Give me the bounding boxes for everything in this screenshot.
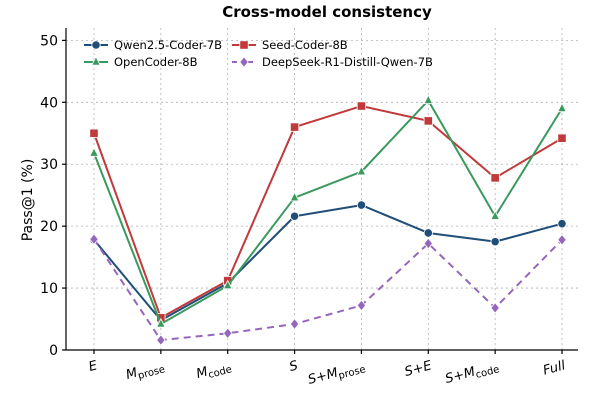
x-tick-label: E [87, 358, 100, 375]
data-point [423, 228, 433, 238]
chart-title: Cross-model consistency [222, 3, 432, 21]
y-tick-label: 10 [40, 281, 58, 297]
legend-entry: Qwen2.5-Coder-7B [84, 38, 222, 52]
legend-marker [239, 56, 249, 68]
data-point [557, 233, 567, 246]
data-point [89, 233, 99, 245]
data-point [289, 191, 300, 202]
x-tick-label: Full [541, 358, 567, 378]
legend-entry: DeepSeek-R1-Distill-Qwen-7B [232, 55, 433, 69]
grid-lines [66, 28, 578, 350]
series-deepseek-r1-distill-qwen-7b [89, 233, 567, 346]
data-point [223, 327, 233, 340]
legend-entry: Seed-Coder-8B [232, 38, 348, 52]
series-line [93, 99, 563, 325]
series-line [93, 238, 563, 342]
legend-label: Seed-Coder-8B [262, 38, 348, 52]
axes: 0 10 20 30 40 50 E Mprose Mcode S S+Mprose S+E S+Mco… [40, 28, 578, 389]
x-tick-label: S+E [403, 358, 434, 380]
data-point [222, 279, 233, 290]
y-tick-label: 50 [40, 33, 58, 49]
series-line [93, 105, 563, 319]
data-point [356, 200, 367, 210]
series-opencoder-8b [89, 94, 567, 328]
series-layer [89, 94, 567, 346]
data-point [490, 210, 500, 220]
data-point [423, 94, 434, 105]
x-tick-label: Mcode [195, 358, 234, 384]
data-point [490, 237, 500, 247]
series-line [93, 204, 563, 322]
x-tick-label: Mprose [124, 358, 166, 385]
x-tick-label: S+Mprose [306, 358, 367, 389]
data-point [89, 128, 99, 138]
legend-label: DeepSeek-R1-Distill-Qwen-7B [262, 55, 433, 69]
legend-marker [91, 55, 101, 66]
data-point [289, 122, 300, 132]
y-tick-label: 0 [49, 343, 58, 359]
data-point [356, 101, 367, 111]
data-point [156, 334, 166, 346]
legend-label: OpenCoder-8B [114, 55, 198, 69]
legend: Qwen2.5-Coder-7B Seed-Coder-8B OpenCoder-8… [84, 38, 433, 69]
legend-marker [239, 40, 249, 50]
y-tick-label: 40 [40, 95, 58, 111]
data-point [356, 165, 367, 176]
y-axis-label: Pass@1 (%) [20, 159, 36, 242]
x-tick-label: S+Mcode [444, 358, 501, 389]
data-point [423, 116, 433, 126]
x-tick-label: S [288, 358, 300, 375]
y-tick-label: 30 [40, 157, 58, 173]
legend-entry: OpenCoder-8B [84, 55, 198, 69]
legend-label: Qwen2.5-Coder-7B [114, 38, 222, 52]
data-point [156, 317, 166, 328]
data-point [289, 211, 300, 221]
data-point [557, 133, 567, 143]
data-point [490, 173, 500, 183]
data-point [356, 299, 367, 312]
data-point [557, 102, 567, 113]
data-point [89, 146, 99, 157]
data-point [289, 318, 300, 330]
data-point [557, 219, 567, 229]
data-point [423, 237, 433, 250]
legend-marker [91, 40, 101, 50]
data-point [490, 302, 500, 314]
y-tick-label: 20 [40, 219, 58, 235]
